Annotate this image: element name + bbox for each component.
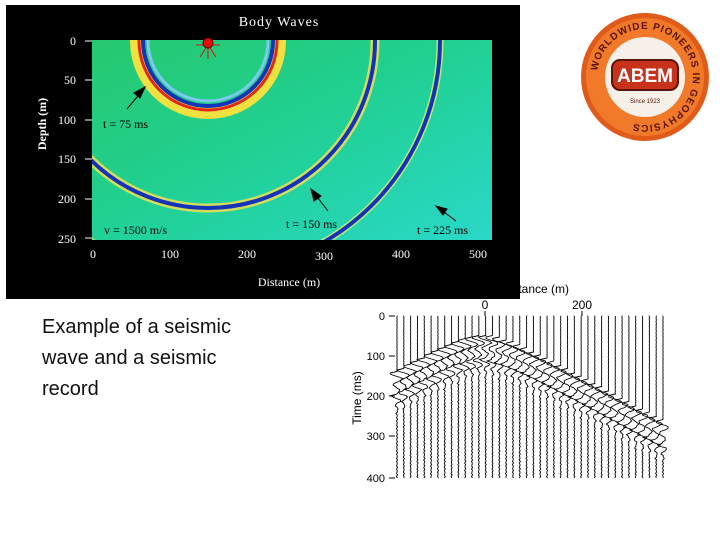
seismic-trace [524,315,540,479]
caption-line: record [42,378,99,400]
seismic-trace [471,315,486,479]
seismic-trace [431,315,444,479]
record-y-axis: 0 100 200 300 400 [367,311,395,485]
abem-logo: WORLDWIDE PIONEERS IN GEOPHYSICS ABEM Si… [578,10,712,144]
seismic-trace [389,315,405,479]
wave-y-axis: 0 50 100 150 200 250 [58,34,92,246]
annotation-arrows [126,85,457,222]
seismic-trace [648,315,664,479]
seismic-trace [457,315,472,479]
seismic-trace [436,315,452,479]
seismic-trace [519,315,533,479]
source-icon [196,37,220,59]
seismic-trace [560,315,574,479]
seismic-trace [450,315,465,479]
seismic-trace [546,315,560,479]
seismic-trace [409,315,424,479]
seismic-trace [443,315,458,479]
wavefronts [92,40,444,240]
caption-line: Example of a seismic [42,316,231,338]
seismic-record-svg: Distance (m) 0 200 Time (ms) 0 100 200 3… [350,282,669,485]
svg-text:Since 1923: Since 1923 [630,99,661,105]
caption-line: wave and a seismic [42,347,217,369]
abem-seal-icon: WORLDWIDE PIONEERS IN GEOPHYSICS ABEM Si… [581,13,709,141]
wave-y-tick: 50 [64,73,76,87]
label-t225: t = 225 ms [417,223,468,237]
seismic-trace [600,315,615,478]
seismic-trace [580,315,594,479]
seismic-trace [613,315,629,479]
seismic-traces [389,315,669,479]
seismic-trace [641,315,656,479]
wave-x-tick: 200 [238,247,256,261]
wave-x-tick: 300 [315,249,333,263]
wave-y-tick: 150 [58,152,76,166]
wave-y-axis-label: Depth (m) [35,98,49,150]
seismic-trace [492,315,506,479]
wave-x-axis: 0 100 200 300 400 500 [90,247,487,263]
wave-x-tick: 100 [161,247,179,261]
label-t150: t = 150 ms [286,217,337,231]
label-t75: t = 75 ms [103,117,148,131]
logo-text: ABEM [617,66,673,87]
wavefront-75ms [141,40,275,108]
seismic-trace [506,316,520,479]
seismic-trace [608,315,623,479]
record-y-tick: 400 [367,473,385,485]
seismic-trace [565,315,581,479]
seismic-trace [539,315,553,479]
wavefront-75ms-outer [130,40,286,119]
wavefront-75ms-red [137,40,279,112]
seismic-trace [395,315,410,479]
wave-y-tick: 0 [70,34,76,48]
wave-x-axis-label: Distance (m) [258,275,320,289]
wave-x-tick: 500 [469,247,487,261]
record-y-tick: 200 [367,391,385,403]
record-y-tick: 300 [367,431,385,443]
wave-y-tick: 250 [58,232,76,246]
seismic-trace [464,315,479,479]
record-x-axis-label: Distance (m) [501,282,569,296]
wave-x-tick: 400 [392,247,410,261]
seismic-trace [627,315,642,479]
seismic-trace [655,315,669,479]
seismic-trace [416,315,431,479]
record-y-axis-label: Time (ms) [350,371,364,425]
seismic-trace [423,315,439,479]
wavefront-150ms [92,40,377,210]
seismic-trace [477,316,493,479]
wave-y-tick: 200 [58,192,76,206]
seismic-trace [532,315,547,479]
body-waves-figure: Body Waves [6,5,520,299]
wavefront-75ms-inner [146,40,270,103]
wavefront-225ms [92,40,442,240]
caption: Example of a seismic wave and a seismic … [42,312,332,405]
wave-figure-svg: Body Waves [35,15,492,289]
record-x-tick: 0 [482,298,489,312]
record-x-tick: 200 [572,298,592,312]
seismic-trace [573,315,588,479]
wave-x-tick: 0 [90,247,96,261]
seismic-record: Distance (m) 0 200 Time (ms) 0 100 200 3… [345,278,675,488]
wave-figure-title: Body Waves [239,15,320,30]
seismic-trace [621,315,635,479]
seismic-trace [552,315,567,479]
seismic-trace [586,315,602,479]
seismic-trace [403,315,418,479]
seismic-trace [497,315,513,479]
label-velocity: v = 1500 m/s [104,223,167,237]
record-y-tick: 0 [379,311,385,323]
record-y-tick: 100 [367,351,385,363]
seismic-trace [635,315,649,479]
seismic-trace [594,315,609,479]
wave-y-tick: 100 [58,113,76,127]
seismic-trace [512,315,526,479]
